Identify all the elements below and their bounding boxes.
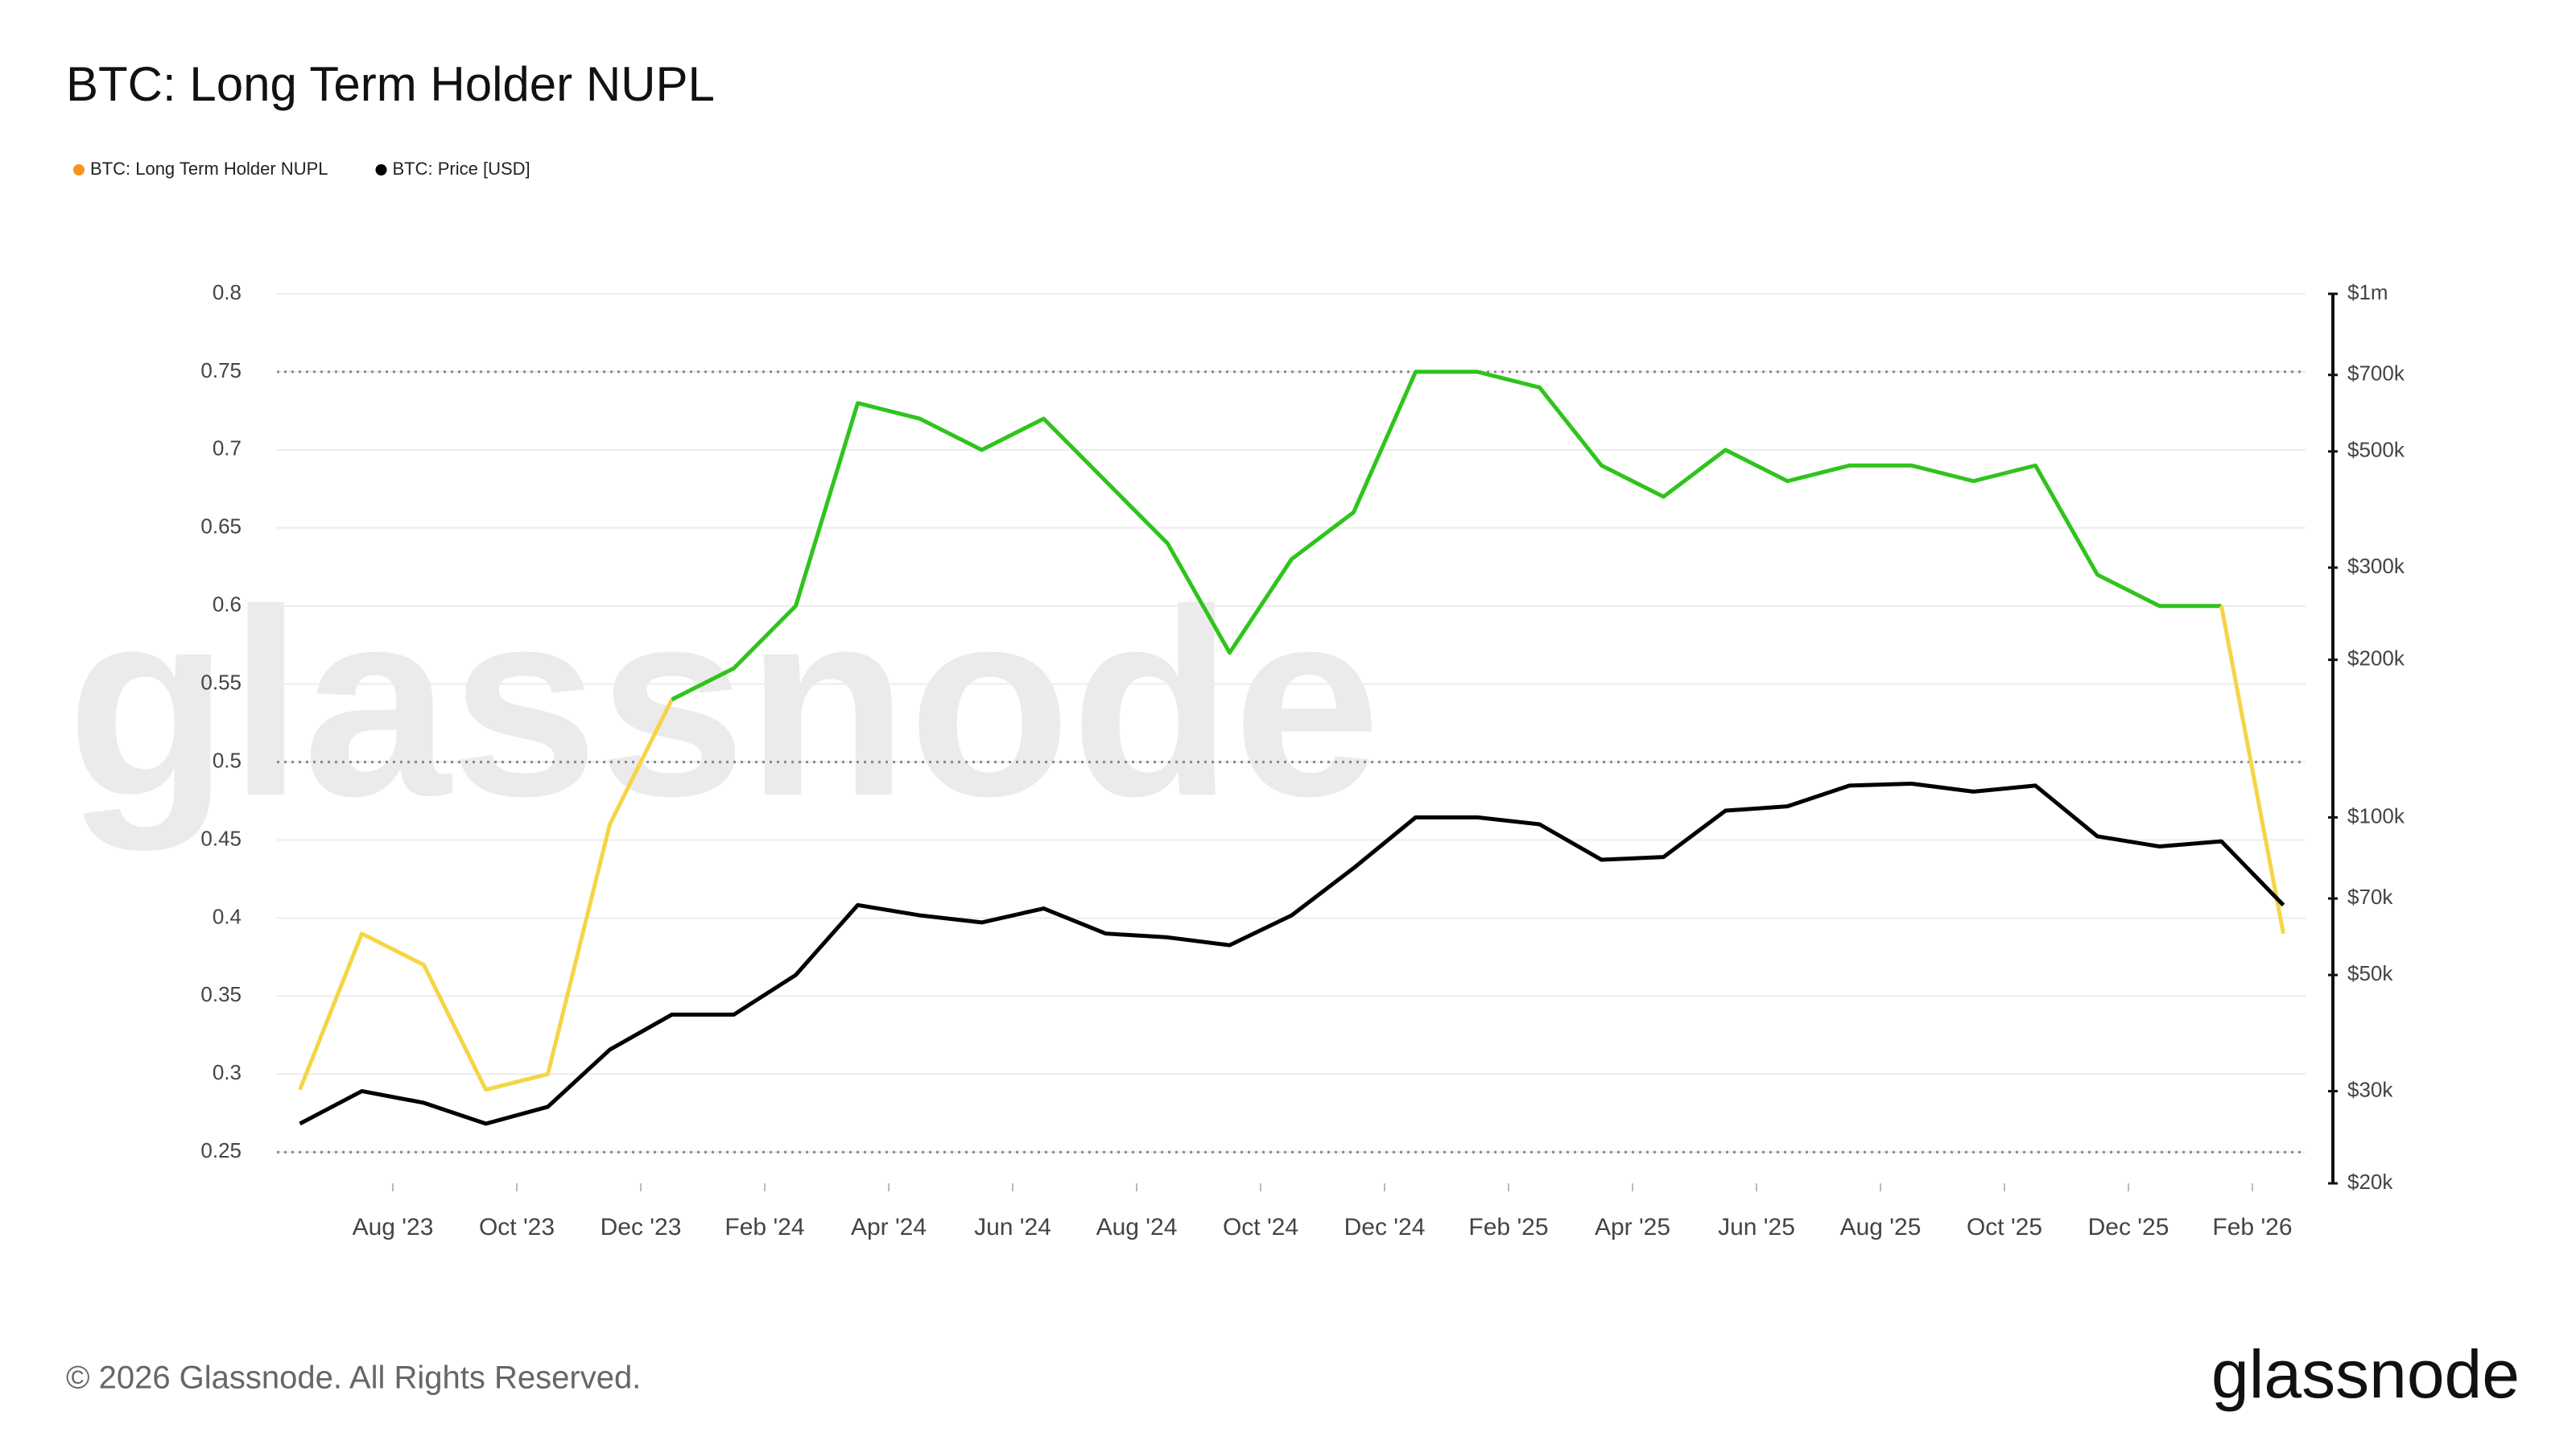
legend-label: BTC: Price [USD] bbox=[393, 159, 530, 179]
x-tick-label: Apr '25 bbox=[1595, 1214, 1670, 1241]
y-tick-label: 0.4 bbox=[213, 904, 242, 928]
x-tick-label: Oct '24 bbox=[1223, 1214, 1298, 1241]
y2-tick-label: $30k bbox=[2347, 1077, 2393, 1101]
x-tick-label: Aug '25 bbox=[1840, 1214, 1922, 1241]
y2-tick-label: $700k bbox=[2347, 361, 2405, 386]
nupl-line bbox=[298, 698, 674, 1092]
y2-tick-label: $200k bbox=[2347, 646, 2405, 670]
watermark: glassnode bbox=[67, 554, 1381, 852]
x-tick-label: Oct '25 bbox=[1967, 1214, 2042, 1241]
x-tick-label: Aug '23 bbox=[353, 1214, 434, 1241]
y-tick-label: 0.3 bbox=[213, 1060, 242, 1084]
y-tick-label: 0.5 bbox=[213, 748, 242, 772]
x-tick-label: Oct '23 bbox=[479, 1214, 555, 1241]
legend-marker bbox=[375, 164, 387, 175]
legend-label: BTC: Long Term Holder NUPL bbox=[90, 159, 328, 179]
y2-tick-label: $100k bbox=[2347, 803, 2405, 828]
nupl-line bbox=[671, 369, 2222, 702]
x-tick-label: Dec '25 bbox=[2088, 1214, 2169, 1241]
x-tick-label: Feb '24 bbox=[724, 1214, 804, 1241]
nupl-line bbox=[2219, 605, 2285, 935]
y2-tick-label: $20k bbox=[2347, 1170, 2393, 1194]
x-tick-label: Aug '24 bbox=[1096, 1214, 1178, 1241]
chart-title: BTC: Long Term Holder NUPL bbox=[66, 57, 715, 111]
y-tick-label: 0.7 bbox=[213, 436, 242, 460]
x-tick-label: Dec '24 bbox=[1344, 1214, 1426, 1241]
x-tick-label: Dec '23 bbox=[601, 1214, 682, 1241]
y2-tick-label: $300k bbox=[2347, 554, 2405, 578]
y2-tick-label: $1m bbox=[2347, 280, 2388, 304]
y2-tick-label: $50k bbox=[2347, 961, 2393, 985]
y-tick-label: 0.45 bbox=[200, 826, 242, 850]
x-tick-label: Feb '26 bbox=[2212, 1214, 2292, 1241]
y-tick-label: 0.6 bbox=[213, 592, 242, 617]
y-tick-label: 0.35 bbox=[200, 982, 242, 1006]
x-tick-label: Apr '24 bbox=[851, 1214, 927, 1241]
y-tick-label: 0.65 bbox=[200, 514, 242, 539]
x-tick-label: Jun '24 bbox=[974, 1214, 1051, 1241]
logo: glassnode bbox=[2211, 1336, 2520, 1412]
y-tick-label: 0.75 bbox=[200, 358, 242, 382]
x-tick-label: Jun '25 bbox=[1718, 1214, 1795, 1241]
y2-tick-label: $500k bbox=[2347, 438, 2405, 462]
legend-marker bbox=[73, 164, 85, 175]
y-tick-label: 0.55 bbox=[200, 671, 242, 695]
y-tick-label: 0.8 bbox=[213, 280, 242, 304]
x-tick-label: Feb '25 bbox=[1468, 1214, 1548, 1241]
y2-tick-label: $70k bbox=[2347, 885, 2393, 909]
price-line bbox=[299, 781, 2285, 1126]
copyright: © 2026 Glassnode. All Rights Reserved. bbox=[66, 1360, 641, 1396]
y-tick-label: 0.25 bbox=[200, 1138, 242, 1162]
